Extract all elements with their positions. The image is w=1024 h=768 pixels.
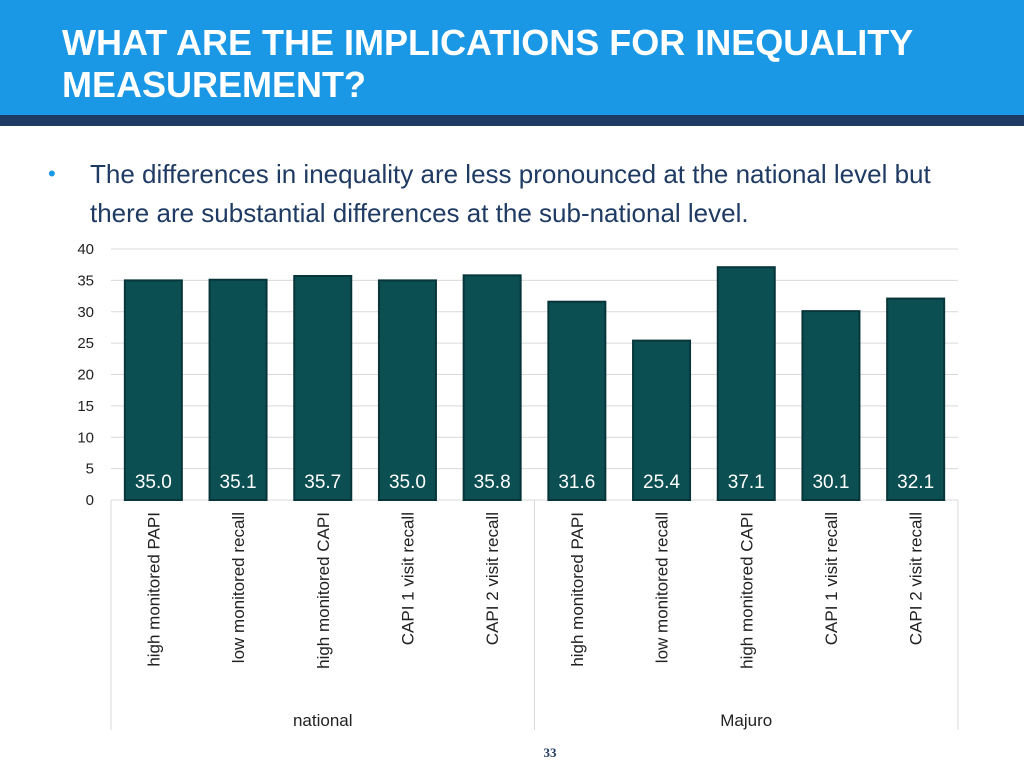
y-tick-label: 30 (77, 304, 94, 321)
y-tick-label: 10 (77, 429, 94, 446)
slide-title: WHAT ARE THE IMPLICATIONS FOR INEQUALITY… (62, 22, 913, 105)
x-category-label: high monitored PAPI (568, 512, 587, 667)
y-tick-label: 15 (77, 398, 94, 415)
bar (208, 278, 268, 502)
data-label: 35.0 (389, 472, 426, 493)
bar (547, 300, 607, 501)
x-category-label: CAPI 2 visit recall (483, 512, 502, 645)
title-underline (0, 115, 1024, 126)
y-tick-label: 40 (77, 241, 94, 258)
group-label: national (293, 711, 353, 730)
data-label: 35.7 (304, 472, 341, 493)
data-label: 35.8 (474, 472, 511, 493)
x-category-label: high monitored PAPI (144, 512, 163, 667)
x-category-label: high monitored CAPI (314, 512, 333, 669)
y-tick-label: 20 (77, 367, 94, 384)
data-label: 35.0 (135, 472, 172, 493)
y-tick-label: 25 (77, 335, 94, 352)
y-tick-label: 35 (77, 272, 94, 289)
bar (293, 274, 353, 501)
x-category-label: CAPI 2 visit recall (907, 512, 926, 645)
group-label: Majuro (720, 711, 772, 730)
data-label: 35.1 (220, 472, 257, 493)
bar (801, 310, 861, 501)
y-tick-label: 0 (86, 492, 94, 509)
y-tick-label: 5 (86, 461, 94, 478)
page-number: 33 (543, 745, 557, 760)
bullet-text: The differences in inequality are less p… (90, 159, 931, 228)
bar (377, 279, 437, 501)
data-label: 30.1 (812, 472, 849, 493)
x-category-label: CAPI 1 visit recall (822, 512, 841, 645)
bullet-marker: • (48, 161, 56, 186)
x-category-label: CAPI 1 visit recall (398, 512, 417, 645)
data-label: 31.6 (558, 472, 595, 493)
bar (886, 297, 946, 502)
x-category-label: high monitored CAPI (737, 512, 756, 669)
data-label: 25.4 (643, 472, 680, 493)
bar (632, 339, 692, 501)
bar (462, 274, 522, 502)
x-category-label: low monitored recall (653, 512, 672, 663)
x-category-label: low monitored recall (229, 512, 248, 663)
title-banner: WHAT ARE THE IMPLICATIONS FOR INEQUALITY… (0, 0, 1024, 115)
bar (123, 279, 183, 501)
data-label: 32.1 (897, 472, 934, 493)
bar-chart: 0 5 10 15 20 25 30 35 40 35.0 35.1 35.7 35.0 35.8 31.6… (77, 241, 959, 730)
data-label: 37.1 (728, 472, 765, 493)
bar (716, 266, 776, 502)
